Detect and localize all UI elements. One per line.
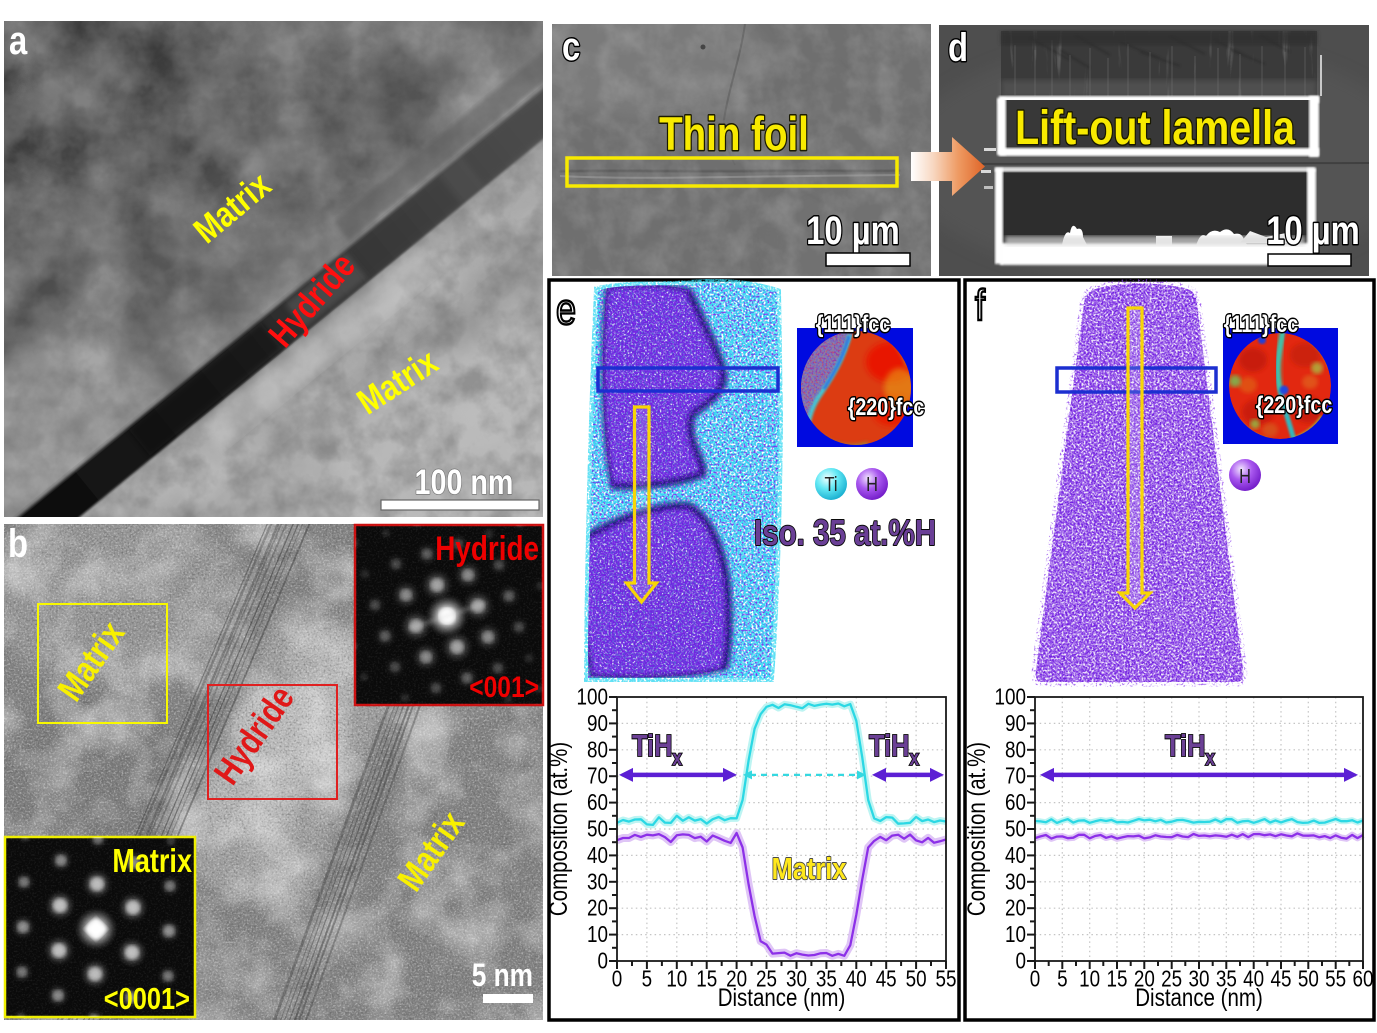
svg-text:5: 5: [1057, 967, 1067, 992]
svg-text:b: b: [8, 521, 28, 566]
svg-text:d: d: [948, 25, 968, 70]
svg-text:40: 40: [1005, 843, 1026, 868]
svg-text:25: 25: [756, 967, 777, 992]
svg-text:40: 40: [846, 967, 867, 992]
svg-text:50: 50: [1298, 967, 1319, 992]
svg-text:30: 30: [786, 967, 807, 992]
svg-text:<001>: <001>: [469, 670, 539, 704]
svg-text:30: 30: [1005, 870, 1026, 895]
svg-text:100: 100: [577, 685, 608, 710]
svg-text:0: 0: [1016, 949, 1026, 974]
svg-text:{220}fcc: {220}fcc: [1256, 391, 1333, 418]
svg-text:Ti: Ti: [824, 472, 837, 495]
svg-text:a: a: [9, 18, 28, 63]
svg-text:e: e: [556, 285, 576, 334]
svg-text:Distance (nm): Distance (nm): [718, 983, 846, 1011]
svg-text:{111}fcc: {111}fcc: [1224, 310, 1298, 337]
svg-text:Hydride: Hydride: [435, 529, 539, 567]
svg-text:35: 35: [816, 967, 837, 992]
svg-text:60: 60: [1005, 790, 1026, 815]
svg-text:100 nm: 100 nm: [415, 462, 514, 501]
svg-text:15: 15: [1107, 967, 1128, 992]
svg-text:10: 10: [587, 922, 608, 947]
svg-text:20: 20: [1005, 896, 1026, 921]
svg-text:10: 10: [1005, 922, 1026, 947]
svg-text:H: H: [866, 472, 878, 495]
svg-text:60: 60: [587, 790, 608, 815]
svg-text:55: 55: [936, 967, 957, 992]
svg-text:Distance (nm): Distance (nm): [1135, 983, 1263, 1011]
svg-text:Composition (at.%): Composition (at.%): [544, 742, 572, 916]
svg-text:5: 5: [642, 967, 652, 992]
svg-text:55: 55: [1325, 967, 1346, 992]
svg-text:10: 10: [1079, 967, 1100, 992]
svg-text:5 nm: 5 nm: [472, 959, 533, 994]
svg-text:40: 40: [1243, 967, 1264, 992]
svg-text:60: 60: [1353, 967, 1374, 992]
svg-text:45: 45: [876, 967, 897, 992]
svg-text:{220}fcc: {220}fcc: [848, 393, 925, 420]
svg-text:50: 50: [1005, 817, 1026, 842]
svg-text:20: 20: [587, 896, 608, 921]
svg-text:20: 20: [726, 967, 747, 992]
svg-text:0: 0: [598, 949, 608, 974]
svg-text:15: 15: [696, 967, 717, 992]
svg-text:Thin foil: Thin foil: [659, 108, 809, 160]
svg-text:45: 45: [1271, 967, 1292, 992]
svg-text:30: 30: [1189, 967, 1210, 992]
svg-text:10 µm: 10 µm: [1266, 208, 1360, 253]
svg-text:Iso. 35 at.%H: Iso. 35 at.%H: [754, 512, 936, 552]
svg-text:90: 90: [1005, 711, 1026, 736]
svg-text:25: 25: [1161, 967, 1182, 992]
svg-text:50: 50: [906, 967, 927, 992]
svg-text:c: c: [562, 24, 580, 69]
svg-text:0: 0: [1030, 967, 1040, 992]
svg-text:Matrix: Matrix: [112, 844, 192, 880]
svg-text:H: H: [1239, 464, 1251, 487]
svg-text:70: 70: [1005, 764, 1026, 789]
svg-text:Matrix: Matrix: [772, 852, 847, 887]
svg-text:90: 90: [587, 711, 608, 736]
svg-text:10 µm: 10 µm: [806, 208, 900, 253]
svg-text:80: 80: [587, 738, 608, 763]
svg-text:35: 35: [1216, 967, 1237, 992]
svg-text:50: 50: [587, 817, 608, 842]
svg-text:30: 30: [587, 870, 608, 895]
svg-text:{111}fcc: {111}fcc: [816, 310, 890, 337]
svg-text:80: 80: [1005, 738, 1026, 763]
svg-text:70: 70: [587, 764, 608, 789]
svg-text:40: 40: [587, 843, 608, 868]
svg-text:100: 100: [995, 685, 1026, 710]
svg-text:Composition (at.%): Composition (at.%): [962, 742, 990, 916]
svg-text:0: 0: [612, 967, 622, 992]
svg-text:20: 20: [1134, 967, 1155, 992]
svg-text:<0001>: <0001>: [104, 982, 190, 1017]
svg-text:f: f: [975, 281, 986, 330]
svg-text:10: 10: [666, 967, 687, 992]
svg-text:Lift-out lamella: Lift-out lamella: [1015, 101, 1295, 155]
